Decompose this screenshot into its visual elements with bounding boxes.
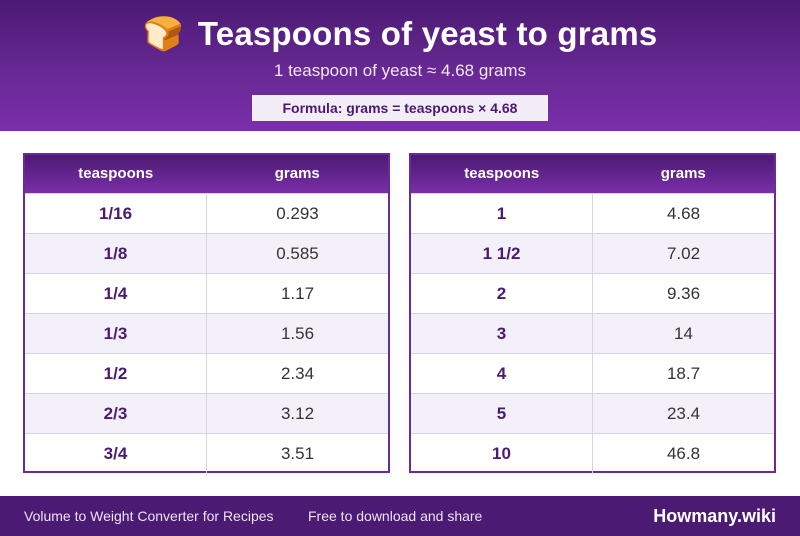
grams-cell: 23.4 [666,404,701,423]
table-header: teaspoons grams [25,155,388,193]
teaspoons-cell: 5 [411,394,593,433]
grams-cell: 18.7 [666,364,701,383]
grams-cell: 0.585 [276,244,319,263]
conversion-table-small: teaspoons grams 1/16 0.293 1/8 0.585 1/4 1.… [23,153,390,473]
title-text: Teaspoons of yeast to grams [197,15,658,52]
footer-bar: Volume to Weight Converter for Recipes F… [0,496,800,536]
table-row: 3/4 3.51 [25,433,388,473]
teaspoons-cell: 1 [411,194,593,233]
teaspoons-cell: 4 [411,354,593,393]
bread-icon: 🍞 [142,15,184,52]
teaspoons-cell: 1/3 [25,314,207,353]
column-header-teaspoons: teaspoons [464,165,540,182]
teaspoons-cell: 1/2 [25,354,207,393]
formula-box: Formula: grams = teaspoons × 4.68 [252,95,548,121]
teaspoons-cell: 1 1/2 [411,234,593,273]
teaspoons-cell: 1/4 [25,274,207,313]
grams-cell: 14 [674,324,693,343]
teaspoons-cell: 1/8 [25,234,207,273]
grams-cell: 0.293 [276,204,319,223]
table-row: 1 4.68 [411,193,774,233]
table-row: 10 46.8 [411,433,774,473]
page-title: 🍞 Teaspoons of yeast to grams [0,14,800,54]
table-header: teaspoons grams [411,155,774,193]
page-subtitle: 1 teaspoon of yeast ≈ 4.68 grams [273,61,527,80]
table-row: 3 14 [411,313,774,353]
teaspoons-cell: 3/4 [25,434,207,473]
teaspoons-cell: 3 [411,314,593,353]
table-row: 5 23.4 [411,393,774,433]
table-row: 1/16 0.293 [25,193,388,233]
table-row: 1/2 2.34 [25,353,388,393]
grams-cell: 3.12 [280,404,315,423]
column-header-teaspoons: teaspoons [78,165,154,182]
table-row: 2 9.36 [411,273,774,313]
grams-cell: 7.02 [666,244,701,263]
teaspoons-cell: 2 [411,274,593,313]
grams-cell: 9.36 [666,284,701,303]
grams-cell: 1.56 [280,324,315,343]
grams-cell: 3.51 [280,444,315,463]
grams-cell: 1.17 [280,284,315,303]
teaspoons-cell: 10 [411,434,593,473]
table-row: 4 18.7 [411,353,774,393]
footer-share-note: Free to download and share [308,508,483,524]
grams-cell: 46.8 [666,444,701,463]
column-header-grams: grams [274,165,320,182]
table-row: 1 1/2 7.02 [411,233,774,273]
brand-logo[interactable]: Howmany.wiki [653,506,776,526]
teaspoons-cell: 2/3 [25,394,207,433]
grams-cell: 2.34 [280,364,315,383]
footer-converter-label: Volume to Weight Converter for Recipes [24,508,274,524]
table-row: 1/4 1.17 [25,273,388,313]
header-banner: 🍞 Teaspoons of yeast to grams 1 teaspoon … [0,0,800,131]
column-header-grams: grams [660,165,706,182]
table-row: 1/3 1.56 [25,313,388,353]
grams-cell: 4.68 [666,204,701,223]
table-row: 2/3 3.12 [25,393,388,433]
table-row: 1/8 0.585 [25,233,388,273]
teaspoons-cell: 1/16 [25,194,207,233]
